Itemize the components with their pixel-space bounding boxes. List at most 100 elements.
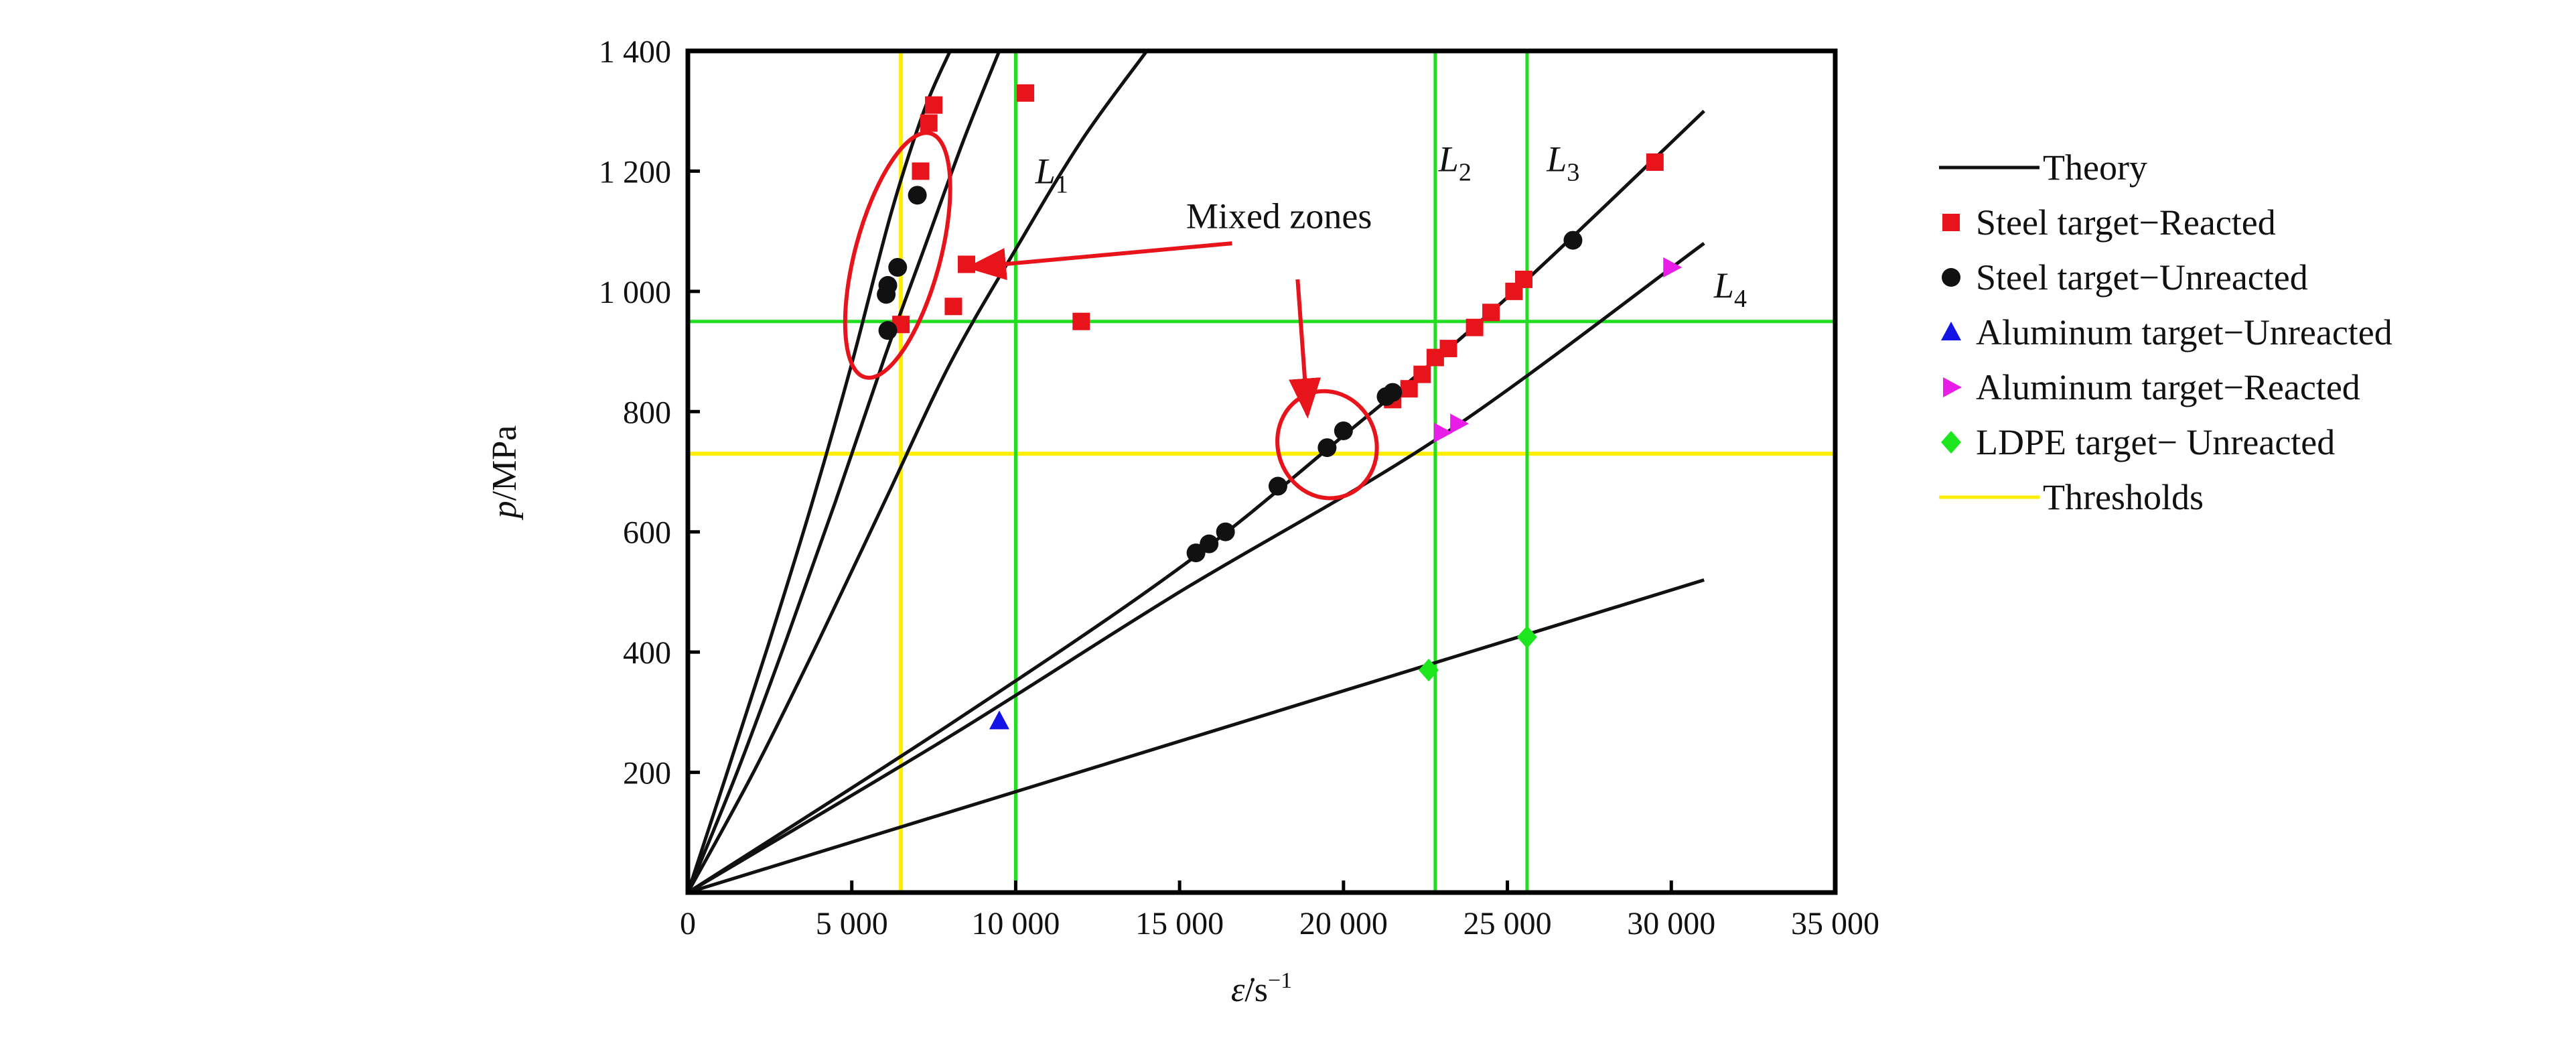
data-point-square-3 — [912, 162, 930, 180]
line-label-letter: L — [1035, 151, 1056, 191]
data-point-circle-5 — [878, 321, 898, 340]
legend-marker-triangle-up — [1941, 322, 1961, 340]
series-1 — [892, 84, 1664, 409]
line-label-letter: L — [1546, 139, 1567, 179]
theory-curves — [688, 51, 1705, 893]
data-point-triangle-right-3 — [1433, 422, 1453, 443]
data-points — [877, 84, 1683, 730]
data-point-square-13 — [1465, 318, 1484, 336]
data-point-circle-12 — [1216, 522, 1235, 541]
x-axis-title: ε̇/s−1 — [1231, 968, 1292, 1009]
legend-marker-circle — [1942, 268, 1960, 287]
data-point-circle-8 — [1383, 383, 1403, 402]
legend-label: Aluminum target−Unreacted — [1976, 312, 2392, 352]
legend-label: Steel target−Reacted — [1976, 202, 2276, 243]
theory-curve-c1 — [688, 51, 952, 893]
legend-item-2: Steel target−Reacted — [1942, 202, 2276, 243]
line-label-subscript: 3 — [1567, 158, 1579, 186]
x-tick-label: 35 000 — [1791, 906, 1879, 941]
series-3 — [989, 710, 1009, 730]
data-point-circle-10 — [1317, 438, 1337, 458]
data-point-square-15 — [1426, 348, 1444, 367]
mixed-zone-ellipse-1 — [843, 131, 952, 380]
y-tick-label: 1 200 — [599, 154, 671, 190]
legend-item-3: Steel target−Unreacted — [1942, 257, 2308, 298]
data-point-square-4 — [1017, 84, 1035, 102]
data-point-triangle-right-2 — [1450, 413, 1470, 434]
data-point-diamond-2 — [1419, 659, 1439, 682]
legend-label: LDPE target− Unreacted — [1976, 422, 2335, 462]
mixed-zone-arrow-1 — [965, 241, 1232, 280]
y-tick-label: 1 400 — [599, 34, 671, 70]
x-tick-label: 10 000 — [971, 906, 1060, 941]
legend-item-7: Thresholds — [1939, 477, 2204, 517]
axis-ticks: 0 5 000 10 000 15 000 20 000 25 000 30 000 35 0… — [599, 34, 1879, 941]
mixed-zones-label: Mixed zones — [1186, 196, 1372, 237]
data-point-circle-14 — [1186, 543, 1206, 563]
y-tick-label: 200 — [623, 756, 671, 791]
data-point-circle-2 — [888, 257, 908, 277]
data-point-circle-1 — [908, 186, 927, 205]
line-label-4: L4 — [1713, 265, 1747, 313]
x-tick-label: 25 000 — [1463, 906, 1552, 941]
data-point-triangle-right-1 — [1663, 257, 1683, 277]
legend-marker-square — [1942, 214, 1960, 231]
line-label-subscript: 1 — [1056, 170, 1068, 198]
data-point-circle-6 — [1563, 231, 1583, 250]
legend-label: Aluminum target−Reacted — [1976, 367, 2360, 407]
legend-item-6: LDPE target− Unreacted — [1941, 422, 2335, 462]
data-point-square-2 — [920, 114, 938, 132]
x-axis-title-exponent: −1 — [1268, 968, 1292, 993]
legend-label: Thresholds — [2043, 477, 2204, 517]
data-point-circle-13 — [1200, 534, 1219, 553]
theory-curve-c2 — [688, 51, 1001, 893]
annotation-layer: Mixed zones — [843, 131, 1379, 501]
y-tick-label: 400 — [623, 635, 671, 671]
legend: Theory Steel target−Reacted Steel target−U… — [1939, 147, 2392, 517]
x-tick-label: 0 — [680, 906, 696, 941]
legend-marker-triangle-right — [1943, 377, 1962, 397]
line-label-2: L2 — [1438, 139, 1472, 186]
threshold-lines — [688, 51, 1835, 893]
data-point-diamond-1 — [1516, 625, 1537, 649]
series-4 — [1433, 257, 1683, 443]
line-label-1: L1 — [1035, 151, 1068, 198]
line-label-letter: L — [1713, 265, 1734, 306]
data-point-square-1 — [925, 96, 943, 114]
y-axis-title: p/MPa — [486, 425, 524, 521]
x-tick-label: 20 000 — [1299, 906, 1388, 941]
theory-curve-L3 — [688, 109, 1705, 893]
data-point-square-12 — [1482, 304, 1500, 322]
data-point-square-17 — [1400, 380, 1418, 398]
y-axis-title-symbol: p — [486, 501, 524, 521]
y-axis-title-unit: /MPa — [486, 425, 524, 501]
x-tick-label: 15 000 — [1135, 906, 1224, 941]
legend-label: Theory — [2043, 147, 2147, 188]
legend-label: Steel target−Unreacted — [1976, 257, 2308, 298]
plot-frame — [685, 48, 1838, 895]
data-point-square-6 — [944, 298, 962, 316]
series-5 — [1419, 625, 1537, 682]
line-label-subscript: 4 — [1734, 285, 1747, 313]
legend-marker-diamond — [1941, 431, 1961, 454]
legend-item-4: Aluminum target−Unreacted — [1941, 312, 2392, 352]
y-tick-label: 1 000 — [599, 275, 671, 310]
data-point-triangle-up-1 — [989, 710, 1009, 730]
data-point-circle-9 — [1334, 421, 1353, 440]
x-tick-label: 30 000 — [1627, 906, 1715, 941]
legend-item-1: Theory — [1939, 147, 2147, 188]
theory-curve-L5 — [688, 578, 1705, 893]
y-tick-label: 800 — [623, 395, 671, 430]
legend-item-5: Aluminum target−Reacted — [1943, 367, 2360, 407]
line-label-letter: L — [1438, 139, 1459, 179]
data-point-square-11 — [1505, 282, 1523, 300]
theory-curve-L4 — [688, 242, 1705, 893]
x-axis-title-unit: /s — [1244, 971, 1268, 1009]
data-point-square-9 — [1646, 153, 1664, 171]
mixed-zone-arrow-2 — [1289, 279, 1321, 419]
line-label-3: L3 — [1546, 139, 1579, 186]
